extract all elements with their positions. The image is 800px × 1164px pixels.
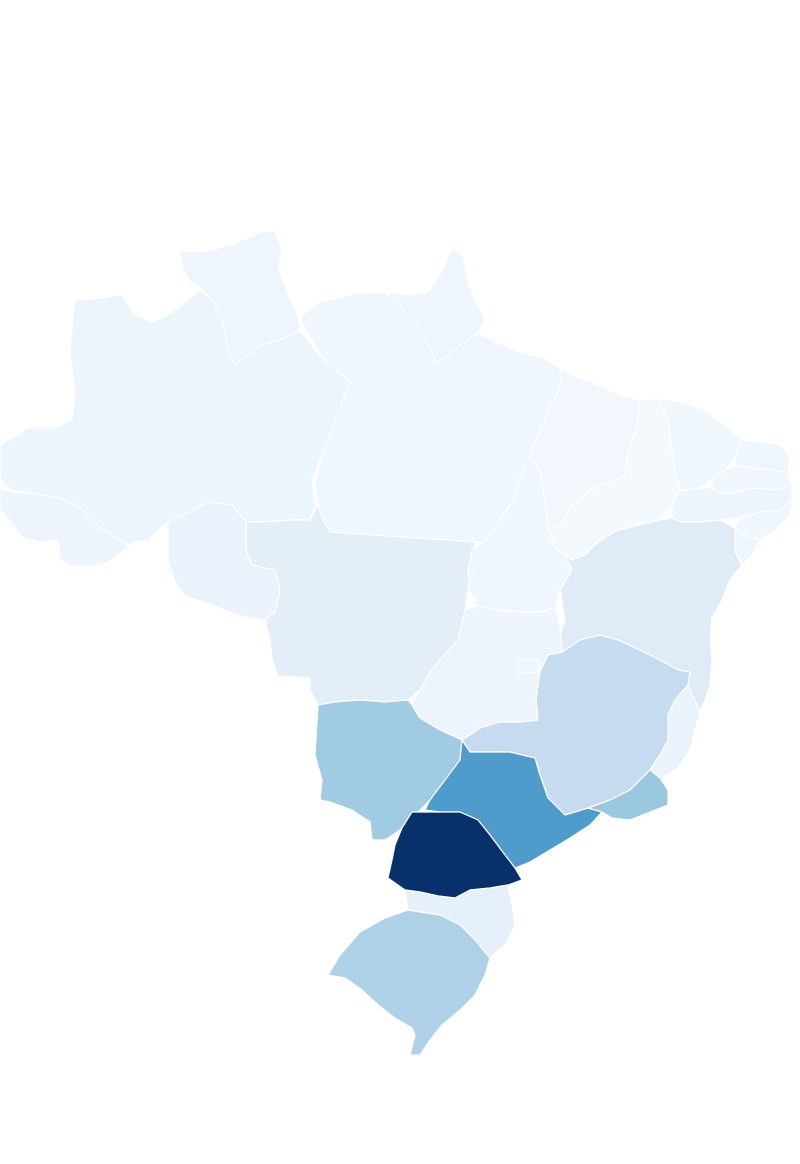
state-sp[interactable] [424,739,603,869]
states-layer [0,230,793,1056]
state-df[interactable] [517,659,541,675]
state-rj[interactable] [587,769,669,821]
state-ac[interactable] [0,489,141,567]
state-rs[interactable] [327,909,491,1056]
